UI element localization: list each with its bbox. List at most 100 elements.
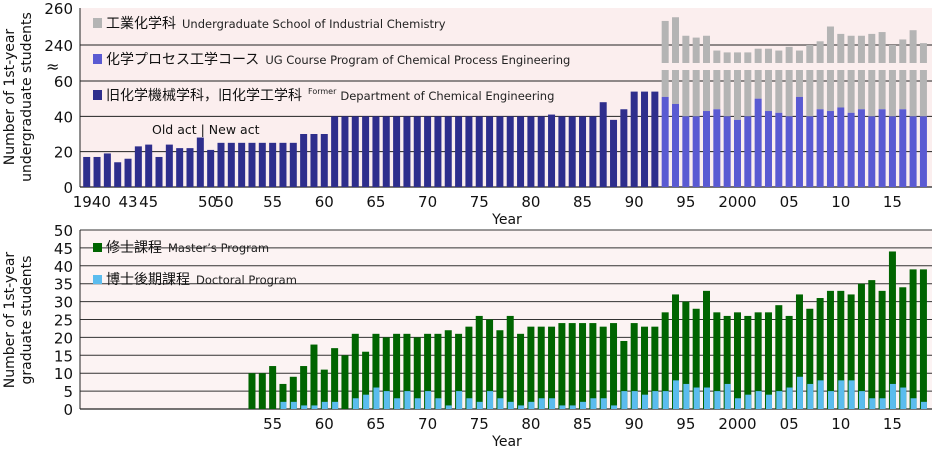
x-tick-label: 60	[315, 193, 334, 211]
bar-doctoral	[311, 405, 318, 409]
bar-chemical-process	[703, 111, 710, 187]
bar-industrial-chemistry-lower	[806, 70, 814, 117]
bar-masters	[444, 330, 452, 409]
y-tick-label: 5	[63, 383, 73, 401]
bar-industrial-chemistry-upper	[703, 35, 710, 63]
bar-industrial-chemistry-upper	[888, 45, 896, 63]
bar-industrial-chemistry-lower	[733, 70, 741, 120]
bar-former-department	[641, 91, 649, 187]
legend-label-ja: 工業化学科	[106, 16, 176, 32]
bar-masters	[403, 333, 411, 409]
bar-doctoral	[662, 391, 669, 409]
bar-former-department	[362, 116, 370, 187]
bar-chemical-process	[713, 109, 721, 187]
bar-industrial-chemistry-upper	[847, 35, 855, 63]
y-tick-label: 240	[44, 37, 73, 55]
bar-chemical-process	[909, 116, 917, 187]
bar-former-department	[207, 149, 215, 187]
bar-doctoral	[363, 394, 370, 409]
bar-masters	[537, 326, 545, 409]
legend-swatch	[93, 90, 102, 100]
bar-industrial-chemistry-lower	[723, 70, 731, 117]
legend-label-en: Master’s Program	[168, 241, 269, 255]
bar-doctoral	[621, 391, 628, 409]
bar-masters	[754, 312, 762, 409]
bar-doctoral	[714, 391, 721, 409]
bar-chemical-process	[826, 111, 834, 187]
bar-doctoral	[590, 398, 597, 409]
bar-industrial-chemistry-upper	[806, 45, 814, 63]
x-tick-label: 15	[883, 193, 902, 211]
bar-masters	[589, 323, 597, 409]
bar-industrial-chemistry-lower	[692, 70, 700, 117]
bar-former-department	[83, 156, 91, 187]
bar-doctoral	[600, 398, 607, 409]
bar-doctoral	[456, 391, 463, 409]
bar-doctoral	[920, 401, 927, 409]
bar-doctoral	[848, 380, 855, 409]
bar-industrial-chemistry-upper	[899, 39, 907, 63]
bar-doctoral	[580, 401, 587, 409]
legend-label-ja: 化学プロセス工学コース	[106, 52, 259, 68]
bar-industrial-chemistry-lower	[672, 70, 680, 104]
bar-industrial-chemistry-lower	[744, 70, 752, 117]
bar-masters	[599, 326, 607, 409]
bar-former-department	[558, 116, 566, 187]
bar-doctoral	[290, 401, 297, 409]
bar-industrial-chemistry-upper	[775, 50, 783, 63]
bar-former-department	[289, 142, 297, 187]
bar-chemical-process	[723, 116, 731, 187]
bar-masters	[393, 333, 401, 409]
bar-former-department	[413, 116, 421, 187]
bar-chemical-process	[733, 119, 741, 187]
x-tick-label: 50	[198, 193, 217, 211]
bar-masters	[641, 326, 649, 409]
bar-doctoral	[414, 398, 421, 409]
bar-masters	[878, 290, 886, 409]
bar-chemical-process	[754, 98, 762, 187]
bar-industrial-chemistry-upper	[868, 33, 876, 63]
bar-former-department	[196, 137, 204, 187]
bar-former-department	[496, 116, 504, 187]
bar-industrial-chemistry-upper	[826, 26, 834, 63]
bar-masters	[558, 323, 566, 409]
bar-doctoral	[683, 383, 690, 409]
y-tick-label: 40	[54, 258, 73, 276]
bar-industrial-chemistry-lower	[713, 70, 721, 110]
x-tick-label: 95	[676, 415, 695, 433]
bar-doctoral	[910, 398, 917, 409]
x-tick-label: 05	[780, 415, 799, 433]
legend-label-ja: 修士課程	[106, 240, 162, 256]
bar-masters	[723, 315, 731, 409]
bar-doctoral	[404, 391, 411, 409]
bar-chemical-process	[744, 116, 752, 187]
bar-masters	[269, 366, 277, 409]
bar-masters	[857, 283, 865, 409]
x-tick-label: 80	[521, 415, 540, 433]
top-ylabel-line2: undergraduate students	[19, 12, 35, 182]
bar-chemical-process	[888, 116, 896, 187]
legend-swatch	[93, 18, 102, 28]
bar-masters	[475, 315, 483, 409]
y-tick-label: 35	[54, 276, 73, 294]
x-tick-label: 2000	[718, 415, 756, 433]
bar-masters	[899, 287, 907, 409]
bar-doctoral	[786, 387, 793, 409]
bar-former-department	[372, 116, 380, 187]
bar-chemical-process	[868, 116, 876, 187]
bar-doctoral	[900, 387, 907, 409]
bar-chemical-process	[775, 112, 783, 187]
bar-former-department	[393, 116, 401, 187]
bar-industrial-chemistry-lower	[826, 70, 834, 112]
bar-masters	[320, 369, 328, 409]
bar-masters	[548, 326, 556, 409]
x-tick-label: 05	[780, 193, 799, 211]
bar-masters	[816, 298, 824, 409]
axis-break-icon: ≈	[46, 57, 59, 76]
x-tick-label: 60	[315, 415, 334, 433]
bar-chemical-process	[847, 112, 855, 187]
bar-doctoral	[383, 391, 390, 409]
y-tick-label: 50	[54, 222, 73, 240]
bar-doctoral	[394, 398, 401, 409]
